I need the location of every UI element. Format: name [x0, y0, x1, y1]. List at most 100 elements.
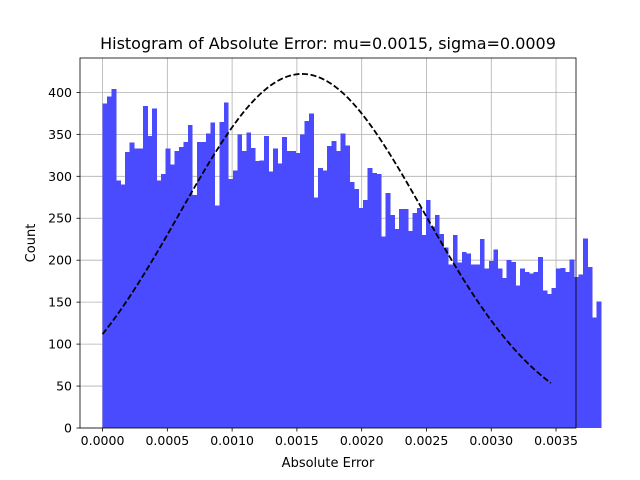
histogram-bar — [287, 151, 292, 428]
histogram-bar — [444, 248, 449, 428]
y-tick-label: 150 — [48, 295, 72, 310]
y-tick-label: 0 — [64, 421, 72, 436]
y-tick-label: 300 — [48, 169, 72, 184]
histogram-bar — [161, 174, 166, 428]
histogram-bar — [192, 195, 197, 428]
histogram-bar — [547, 294, 552, 428]
histogram-bar — [385, 193, 390, 428]
histogram-bar — [251, 148, 256, 428]
histogram-bar — [125, 152, 130, 428]
histogram-bar — [350, 182, 355, 428]
histogram-bar — [592, 317, 597, 428]
histogram-bar — [246, 133, 251, 428]
histogram-bar — [174, 151, 179, 428]
histogram-bar — [543, 290, 548, 428]
histogram-bar — [291, 151, 296, 428]
histogram-bar — [129, 143, 134, 428]
histogram-bar — [224, 102, 229, 428]
histogram-bar — [156, 180, 161, 428]
histogram-bar — [327, 146, 332, 428]
histogram-bar — [390, 215, 395, 428]
histogram-bar — [417, 208, 422, 428]
histogram-bar — [183, 142, 188, 428]
x-tick-label: 0.0010 — [210, 433, 254, 448]
histogram-bar — [188, 125, 193, 428]
histogram-bar — [264, 136, 269, 428]
histogram-bar — [511, 262, 516, 428]
histogram-bar — [448, 264, 453, 428]
histogram-bar — [435, 215, 440, 428]
histogram-bar — [305, 121, 310, 428]
histogram-bar — [570, 259, 575, 428]
histogram-bar — [359, 208, 364, 428]
histogram-bar — [116, 180, 121, 428]
histogram-bar — [345, 145, 350, 428]
y-axis-label: Count — [24, 224, 39, 263]
histogram-bar — [170, 165, 175, 428]
histogram-bar — [529, 274, 534, 428]
histogram-bar — [233, 170, 238, 428]
histogram-bar — [242, 151, 247, 428]
histogram-bar — [421, 235, 426, 428]
histogram-bar — [282, 137, 287, 428]
x-tick-label: 0.0030 — [469, 433, 513, 448]
histogram-bar — [552, 288, 557, 428]
histogram-bar — [381, 237, 386, 428]
histogram-bar — [493, 249, 498, 428]
y-tick-label: 100 — [48, 337, 72, 352]
histogram-bar — [534, 272, 539, 428]
histogram-bar — [309, 113, 314, 428]
y-tick-label: 200 — [48, 253, 72, 268]
histogram-bar — [565, 272, 570, 428]
histogram-bar — [516, 285, 521, 428]
y-tick-label: 400 — [48, 85, 72, 100]
histogram-bar — [484, 269, 489, 428]
histogram-bar — [147, 136, 152, 428]
histogram-bar — [498, 269, 503, 428]
histogram-bar — [394, 229, 399, 428]
histogram-bar — [489, 261, 494, 428]
histogram-bar — [525, 272, 530, 428]
histogram-bar — [376, 174, 381, 428]
histogram-bar — [408, 231, 413, 428]
histogram-bar — [179, 147, 184, 428]
histogram-bar — [574, 277, 579, 428]
histogram-bar — [597, 301, 602, 428]
histogram-bar — [520, 269, 525, 428]
histogram-bar — [210, 123, 215, 428]
histogram-bar — [112, 89, 117, 428]
histogram-bar — [403, 209, 408, 428]
histogram-bar — [255, 161, 260, 428]
y-tick-label: 350 — [48, 127, 72, 142]
histogram-bar — [363, 200, 368, 428]
histogram-bar — [237, 134, 242, 428]
histogram-bar — [260, 160, 265, 428]
histogram-bar — [372, 173, 377, 428]
histogram-bar — [138, 149, 143, 428]
x-tick-label: 0.0025 — [405, 433, 449, 448]
histogram-bar — [471, 264, 476, 428]
histogram-bar — [354, 189, 359, 428]
histogram-bar — [368, 168, 373, 428]
histogram-bar — [583, 238, 588, 428]
histogram-bar — [323, 170, 328, 428]
histogram-bar — [556, 269, 561, 428]
histogram-bar — [197, 142, 202, 428]
x-tick-label: 0.0035 — [534, 433, 578, 448]
histogram-bar — [475, 264, 480, 428]
chart-title: Histogram of Absolute Error: mu=0.0015, … — [100, 34, 556, 53]
histogram-bar — [103, 103, 108, 428]
histogram-bar — [219, 122, 224, 428]
histogram-bar — [300, 134, 305, 428]
histogram-bar — [165, 149, 170, 428]
histogram-bar — [201, 142, 206, 428]
histogram-bar — [215, 206, 220, 428]
y-tick-label: 250 — [48, 211, 72, 226]
y-tick-label: 50 — [56, 379, 72, 394]
x-tick-label: 0.0015 — [275, 433, 319, 448]
histogram-bar — [457, 263, 462, 428]
histogram-bar — [341, 134, 346, 428]
histogram-bar — [480, 239, 485, 428]
histogram-bar — [561, 268, 566, 428]
